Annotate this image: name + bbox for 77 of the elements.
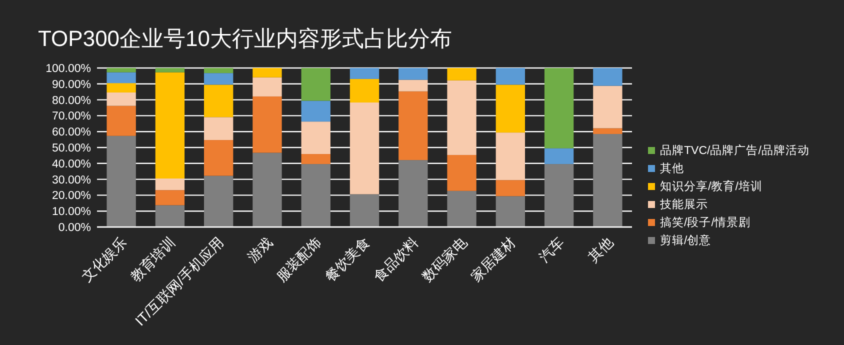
bar xyxy=(398,68,428,80)
bar xyxy=(252,96,282,153)
x-tick-label: 服装配饰 xyxy=(273,234,324,285)
bar xyxy=(106,106,136,136)
bar xyxy=(252,68,282,78)
y-tick-label: 80.00% xyxy=(52,94,91,107)
bar xyxy=(544,148,574,164)
bar xyxy=(301,164,330,227)
bar xyxy=(204,84,234,118)
bar xyxy=(301,100,330,122)
bar xyxy=(106,72,136,84)
x-tick-label: 其他 xyxy=(584,234,616,265)
x-tick-label: 餐饮美食 xyxy=(322,234,373,285)
y-tick-label: 70.00% xyxy=(52,110,91,123)
bar xyxy=(252,77,282,96)
y-tick-label: 60.00% xyxy=(52,126,91,139)
bar xyxy=(447,68,476,80)
bar xyxy=(593,134,622,227)
bar xyxy=(106,92,136,106)
bar xyxy=(544,164,574,227)
bar xyxy=(496,180,525,196)
bar xyxy=(350,194,380,227)
bar xyxy=(496,84,525,133)
bar xyxy=(252,152,282,227)
bar xyxy=(496,196,525,227)
bar xyxy=(155,68,185,72)
y-tick-label: 40.00% xyxy=(52,158,91,170)
bar xyxy=(447,154,476,191)
legend-label: 品牌TVC/品牌广告/品牌活动 xyxy=(660,143,810,157)
y-tick-label: 100.00% xyxy=(46,63,91,75)
bar xyxy=(447,190,476,227)
bar xyxy=(204,68,234,74)
bar xyxy=(398,80,428,92)
chart-title: TOP300企业号10大行业内容形式占比分布 xyxy=(38,26,452,51)
bar xyxy=(155,190,185,206)
legend-label: 搞笑/段子/情景剧 xyxy=(660,216,750,229)
bar xyxy=(593,128,622,134)
bar xyxy=(204,117,234,140)
y-tick-label: 20.00% xyxy=(52,190,91,202)
x-tick-label: 汽车 xyxy=(536,234,568,265)
bar xyxy=(593,86,622,128)
bar xyxy=(350,102,380,194)
y-tick-label: 0.00% xyxy=(58,222,91,234)
bar xyxy=(398,91,428,160)
legend-label: 知识分享/教育/培训 xyxy=(660,179,762,193)
bar xyxy=(204,176,234,227)
bar xyxy=(106,136,136,227)
bar xyxy=(204,140,234,176)
bar xyxy=(398,160,428,227)
legend-label: 剪辑/创意 xyxy=(660,233,712,247)
bar xyxy=(204,73,234,85)
x-tick-label: 家居建材 xyxy=(468,234,519,285)
legend-label: 技能展示 xyxy=(659,198,708,211)
bar xyxy=(155,178,185,190)
bar xyxy=(106,68,136,72)
y-tick-label: 90.00% xyxy=(52,78,91,91)
bar xyxy=(301,154,330,164)
bar xyxy=(301,122,330,154)
bar xyxy=(155,205,185,227)
y-tick-label: 10.00% xyxy=(52,206,91,218)
bar xyxy=(496,132,525,180)
bar xyxy=(544,68,574,148)
x-tick-label: 数码家电 xyxy=(418,234,470,285)
bar xyxy=(447,80,476,155)
legend-label: 其他 xyxy=(660,162,684,175)
bar xyxy=(350,78,380,103)
x-tick-label: 食品饮料 xyxy=(370,234,422,285)
bar xyxy=(593,68,622,86)
bar xyxy=(106,83,136,92)
x-tick-label: 游戏 xyxy=(244,234,276,265)
bar xyxy=(496,68,525,85)
bar xyxy=(350,68,380,79)
x-tick-label: 文化娱乐 xyxy=(78,234,130,285)
y-tick-label: 30.00% xyxy=(52,174,91,186)
bar xyxy=(155,72,185,179)
y-tick-label: 50.00% xyxy=(52,142,91,154)
bar xyxy=(301,68,330,101)
